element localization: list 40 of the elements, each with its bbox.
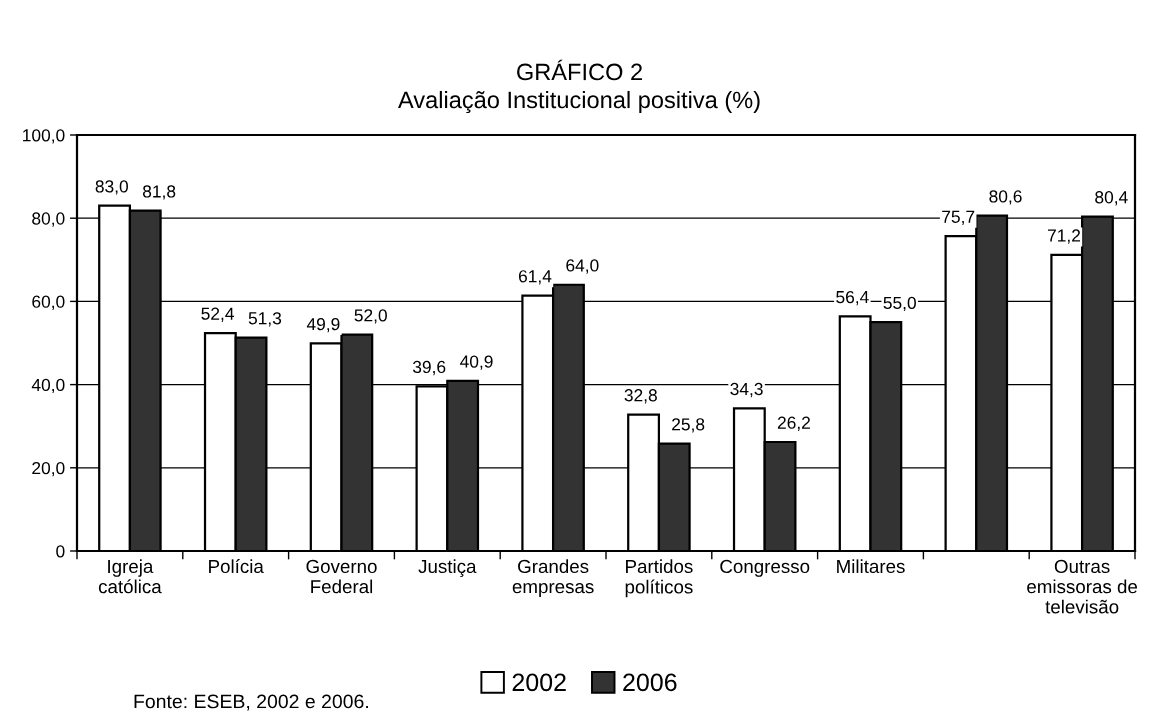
data-label: 83,0: [95, 180, 128, 195]
data-label: 39,6: [412, 360, 446, 376]
x-tick-label: Grandes empresas: [512, 559, 594, 598]
data-label: 61,4: [518, 270, 552, 285]
chart-title: GRÁFICO 2: [517, 59, 642, 81]
data-label: 49,9: [306, 317, 340, 333]
chart-subtitle: Avaliação Institucional positiva (%): [398, 90, 760, 114]
data-label: 52,4: [201, 307, 234, 322]
data-label: 64,0: [566, 259, 599, 274]
y-tick-label: 40,0: [31, 378, 65, 394]
x-tick-label: Igreja católica: [98, 559, 162, 594]
data-label: 26,2: [777, 416, 810, 431]
legend-label: 2006: [623, 673, 677, 692]
x-tick-label: Polícia: [209, 559, 264, 574]
data-label: 55,0: [883, 296, 916, 312]
y-tick-label: 0: [56, 545, 65, 558]
x-tick-label: Congresso: [720, 559, 810, 577]
x-tick-label: Governo Federal: [306, 559, 377, 594]
data-label: 34,3: [730, 382, 763, 398]
data-label: 32,8: [624, 389, 657, 404]
data-label: 40,9: [460, 355, 493, 370]
y-tick-label: 20,0: [32, 461, 65, 477]
x-tick-label: Justiça: [418, 559, 477, 577]
data-label: 80,6: [989, 190, 1022, 205]
data-label: 25,8: [672, 418, 705, 433]
data-label: 75,7: [942, 210, 975, 225]
data-label: 51,3: [248, 312, 282, 327]
data-label: 52,0: [354, 309, 387, 324]
y-tick-label: 80,0: [32, 212, 65, 227]
data-label: 56,4: [836, 290, 869, 306]
legend-label: 2002: [512, 673, 566, 692]
data-label: 71,2: [1047, 229, 1081, 244]
source-note: Fonte: ESEB, 2002 e 2006.: [134, 694, 368, 711]
x-tick-label: Outras emissoras de televisão: [1027, 559, 1138, 614]
y-tick-label: 100,0: [23, 129, 65, 144]
data-label: 80,4: [1095, 191, 1128, 206]
x-tick-label: Partidos políticos: [625, 559, 693, 598]
x-tick-label: Militares: [837, 559, 905, 574]
y-tick-label: 60,0: [32, 295, 65, 310]
data-label: 81,8: [142, 185, 176, 200]
